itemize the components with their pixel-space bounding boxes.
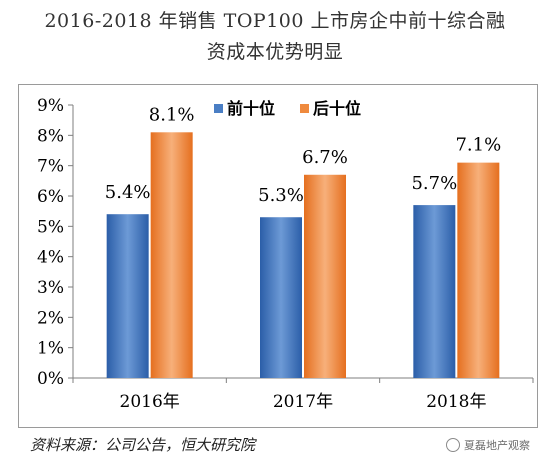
x-tick-label: 2016年 [120,392,180,412]
y-tick-label: 3% [37,278,64,298]
chart-title-line-2: 资成本优势明显 [206,41,344,63]
legend-swatch [300,104,309,113]
y-tick-label: 9% [37,96,64,116]
data-label: 5.3% [258,185,304,206]
watermark-text: 夏磊地产观察 [464,439,530,452]
bar-bottom-ten [304,174,346,378]
chart-frame [18,84,538,428]
wechat-icon [446,438,460,452]
y-tick-label: 1% [37,339,64,359]
x-tick-label: 2017年 [273,392,333,412]
data-label: 5.4% [105,182,151,203]
chart-title-line-1: 2016-2018 年销售 TOP100 上市房企中前十综合融 [44,10,506,32]
bar-top-ten [106,214,149,378]
bar-top-ten [260,217,302,378]
y-tick-label: 7% [37,157,64,177]
y-tick-label: 2% [37,308,64,328]
bar-bottom-ten [150,132,193,378]
legend-swatch [214,104,223,113]
data-label: 5.7% [411,173,457,194]
data-label: 6.7% [302,147,348,168]
legend-label: 后十位 [313,99,361,118]
y-tick-label: 6% [37,187,64,207]
y-tick-label: 4% [37,248,64,268]
data-label: 8.1% [149,104,195,125]
data-label: 7.1% [455,135,501,156]
y-tick-label: 8% [37,126,64,146]
y-tick-label: 5% [37,217,64,237]
legend-label: 前十位 [227,99,275,118]
x-tick-label: 2018年 [426,392,486,412]
source-note: 资料来源：公司公告，恒大研究院 [30,436,256,454]
y-tick-label: 0% [37,369,64,389]
bar-bottom-ten [457,162,500,378]
watermark: 夏磊地产观察 [446,437,530,453]
bar-top-ten [413,205,456,378]
